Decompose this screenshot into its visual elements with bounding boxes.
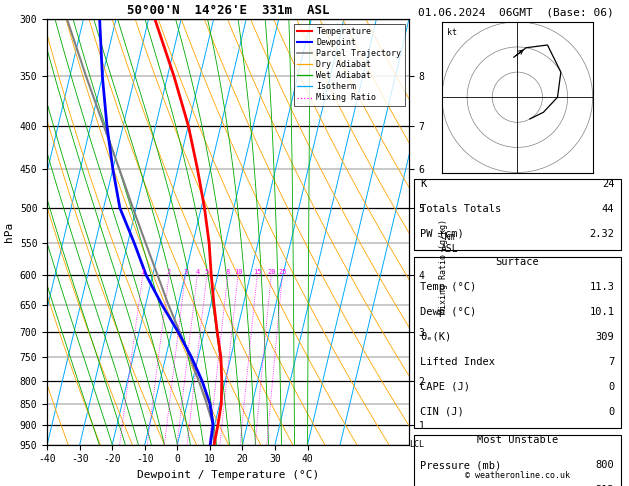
Text: 11.3: 11.3: [589, 282, 615, 292]
Text: Surface: Surface: [496, 257, 539, 267]
Text: 10.1: 10.1: [589, 307, 615, 317]
Text: 4: 4: [195, 269, 199, 275]
Text: 24: 24: [602, 179, 615, 189]
Text: 10: 10: [234, 269, 242, 275]
Text: 800: 800: [596, 460, 615, 470]
Bar: [414, 435, 621, 486]
Text: 01.06.2024  06GMT  (Base: 06): 01.06.2024 06GMT (Base: 06): [418, 7, 614, 17]
Legend: Temperature, Dewpoint, Parcel Trajectory, Dry Adiabat, Wet Adiabat, Isotherm, Mi: Temperature, Dewpoint, Parcel Trajectory…: [294, 24, 404, 106]
Text: θₑ(K): θₑ(K): [420, 332, 452, 342]
Text: Temp (°C): Temp (°C): [420, 282, 477, 292]
Text: 8: 8: [226, 269, 230, 275]
Y-axis label: km
ASL: km ASL: [441, 232, 459, 254]
Text: 7: 7: [608, 357, 615, 367]
Text: Pressure (mb): Pressure (mb): [420, 460, 502, 470]
Text: LCL: LCL: [409, 440, 424, 449]
Text: 312: 312: [596, 485, 615, 486]
Text: Dewp (°C): Dewp (°C): [420, 307, 477, 317]
Text: Most Unstable: Most Unstable: [477, 435, 558, 445]
Text: 44: 44: [602, 204, 615, 214]
Text: 20: 20: [267, 269, 276, 275]
Text: 50°00'N  14°26'E  331m  ASL: 50°00'N 14°26'E 331m ASL: [127, 4, 329, 17]
Text: 25: 25: [278, 269, 287, 275]
Text: Mixing Ratio (g/kg): Mixing Ratio (g/kg): [439, 219, 448, 313]
Text: kt: kt: [447, 28, 457, 37]
Text: 1: 1: [141, 269, 145, 275]
X-axis label: Dewpoint / Temperature (°C): Dewpoint / Temperature (°C): [137, 470, 319, 480]
Text: PW (cm): PW (cm): [420, 229, 464, 239]
Text: 2: 2: [167, 269, 171, 275]
Text: © weatheronline.co.uk: © weatheronline.co.uk: [465, 470, 570, 480]
Text: CIN (J): CIN (J): [420, 407, 464, 417]
Text: 309: 309: [596, 332, 615, 342]
Text: 2.32: 2.32: [589, 229, 615, 239]
Text: 0: 0: [608, 407, 615, 417]
Text: 0: 0: [608, 382, 615, 392]
Text: Totals Totals: Totals Totals: [420, 204, 502, 214]
Y-axis label: hPa: hPa: [4, 222, 14, 242]
Text: 15: 15: [253, 269, 262, 275]
Bar: [414, 179, 621, 250]
Text: Lifted Index: Lifted Index: [420, 357, 496, 367]
Text: CAPE (J): CAPE (J): [420, 382, 470, 392]
Bar: [414, 257, 621, 428]
Text: θₑ (K): θₑ (K): [420, 485, 458, 486]
Text: 5: 5: [205, 269, 209, 275]
Text: K: K: [420, 179, 426, 189]
Text: 3: 3: [183, 269, 187, 275]
